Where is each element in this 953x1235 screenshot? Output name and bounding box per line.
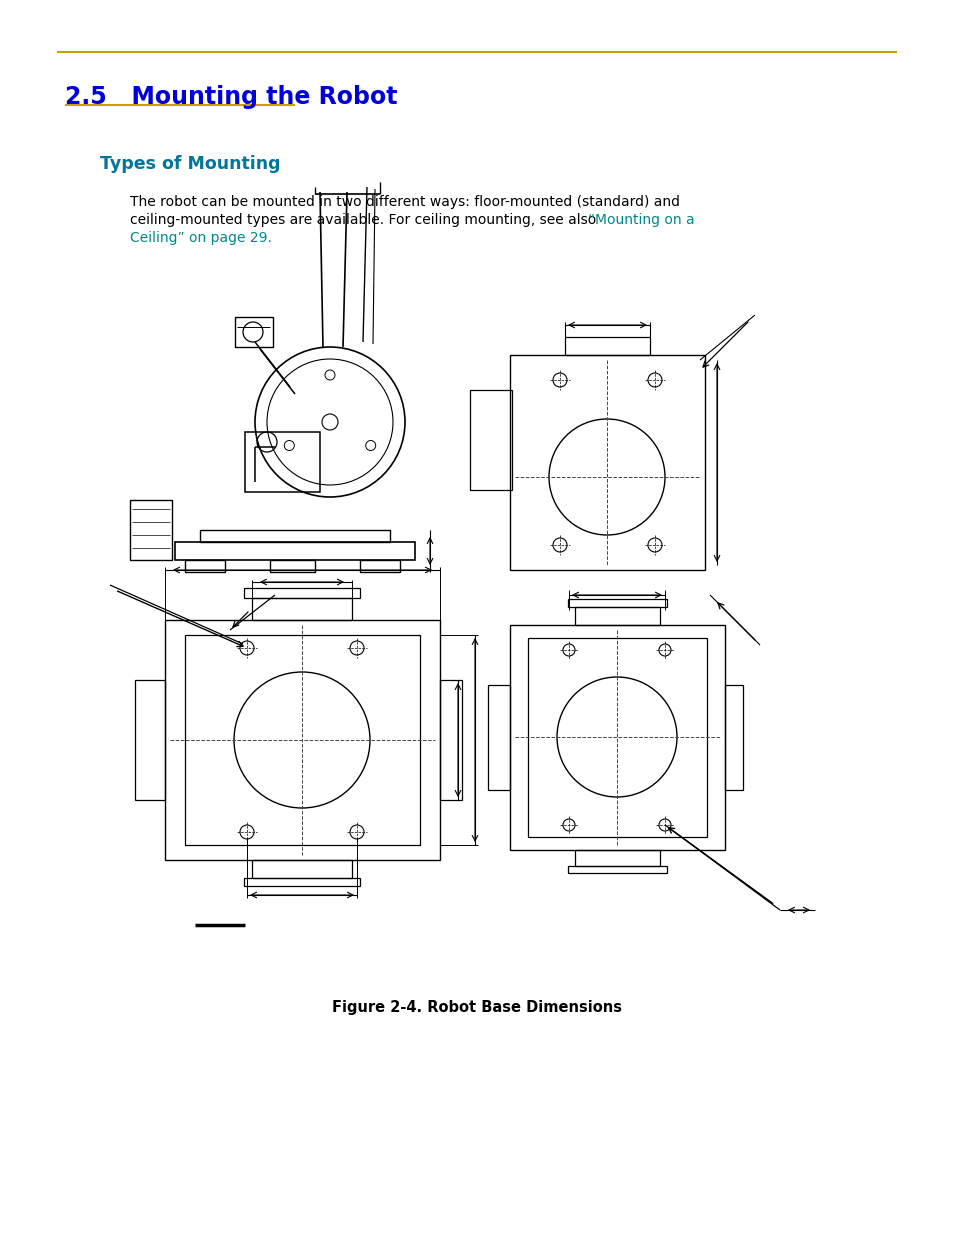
Text: Figure 2-4. Robot Base Dimensions: Figure 2-4. Robot Base Dimensions: [332, 1000, 621, 1015]
Bar: [185, 635, 419, 845]
Bar: [564, 337, 649, 354]
Bar: [135, 680, 165, 800]
Text: Ceiling” on page 29.: Ceiling” on page 29.: [130, 231, 272, 245]
Bar: [527, 638, 706, 837]
Text: Types of Mounting: Types of Mounting: [100, 156, 280, 173]
Bar: [174, 542, 415, 559]
Bar: [252, 860, 352, 878]
Bar: [244, 588, 359, 598]
Text: ceiling-mounted types are available. For ceiling mounting, see also: ceiling-mounted types are available. For…: [130, 212, 600, 227]
Bar: [359, 559, 399, 572]
Bar: [130, 500, 172, 559]
Bar: [470, 390, 512, 490]
Bar: [724, 685, 742, 790]
Bar: [510, 354, 704, 571]
Bar: [567, 866, 666, 873]
Bar: [200, 530, 390, 542]
Text: 2.5   Mounting the Robot: 2.5 Mounting the Robot: [65, 85, 397, 109]
Bar: [567, 599, 666, 606]
Bar: [252, 598, 352, 620]
Bar: [510, 625, 724, 850]
Bar: [488, 685, 510, 790]
Bar: [439, 680, 461, 800]
Bar: [165, 620, 439, 860]
Text: The robot can be mounted in two different ways: floor-mounted (standard) and: The robot can be mounted in two differen…: [130, 195, 679, 209]
Bar: [244, 878, 359, 885]
Bar: [234, 317, 273, 347]
Bar: [185, 559, 225, 572]
Bar: [245, 432, 319, 492]
Bar: [575, 850, 659, 866]
Text: “Mounting on a: “Mounting on a: [587, 212, 694, 227]
Bar: [575, 606, 659, 625]
Bar: [270, 559, 314, 572]
